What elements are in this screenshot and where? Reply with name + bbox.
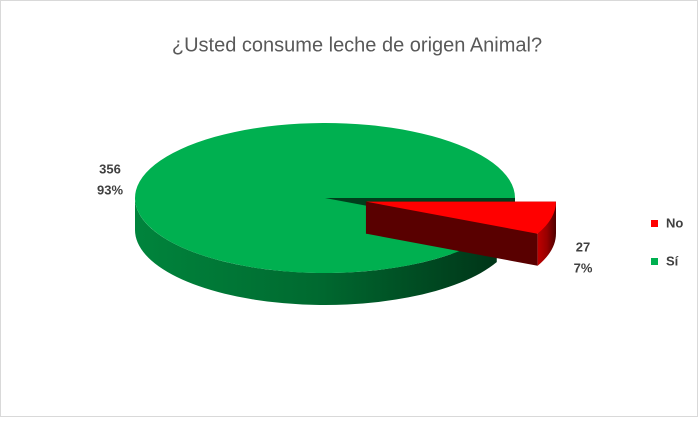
slice-face xyxy=(365,201,538,266)
data-label-percent: 7% xyxy=(574,260,593,275)
chart-title: ¿Usted consume leche de origen Animal? xyxy=(172,34,542,56)
legend-label: Sí xyxy=(666,253,679,268)
data-label: 27 xyxy=(576,239,590,254)
slice-side xyxy=(135,198,497,305)
legend-label: No xyxy=(666,215,683,230)
slice-side xyxy=(537,201,556,266)
data-label-percent: 93% xyxy=(97,182,123,197)
slice xyxy=(365,201,556,234)
legend-swatch xyxy=(651,220,658,227)
data-label: 356 xyxy=(99,161,121,176)
legend-swatch xyxy=(651,258,658,265)
